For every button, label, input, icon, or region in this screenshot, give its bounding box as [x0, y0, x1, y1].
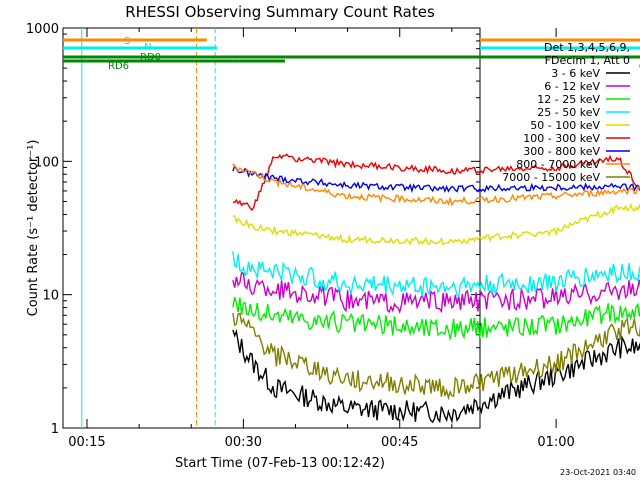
- legend-label: 800 - 7000 keV: [516, 158, 600, 171]
- series-line: [232, 202, 640, 246]
- plot-frame: [62, 27, 481, 429]
- footer-timestamp: 23-Oct-2021 03:40: [560, 468, 636, 477]
- series-line: [232, 163, 640, 207]
- y-axis-label: Count Rate (s⁻¹ detector⁻¹): [26, 140, 41, 317]
- plot-area: 110100100000:1500:3000:4501:0001:1501:30…: [26, 22, 640, 450]
- legend-label: 100 - 300 keV: [523, 132, 600, 145]
- x-tick-label: 00:30: [225, 435, 262, 450]
- legend-label: 7000 - 15000 keV: [502, 171, 600, 184]
- legend: Det 1,3,4,5,6,9, FDecim 1, Att 0 3 - 6 k…: [502, 41, 630, 184]
- legend-header-line-1: Det 1,3,4,5,6,9,: [544, 41, 630, 54]
- legend-label: 3 - 6 keV: [551, 67, 600, 80]
- x-tick-label: 00:45: [381, 435, 418, 450]
- y-tick-label: 1000: [26, 22, 59, 37]
- flag-label: RD6: [108, 61, 129, 72]
- series-line: [232, 312, 640, 401]
- x-axis-label: Start Time (07-Feb-13 00:12:42): [175, 456, 385, 471]
- flag-label: N: [144, 42, 151, 53]
- legend-label: 12 - 25 keV: [537, 93, 600, 106]
- series-line: [232, 271, 640, 315]
- series-line: [232, 251, 640, 298]
- legend-label: 25 - 50 keV: [537, 106, 600, 119]
- flag-label: RD0: [140, 52, 161, 63]
- y-tick-label: 100: [34, 155, 59, 170]
- legend-label: 6 - 12 keV: [544, 80, 600, 93]
- series-line: [232, 153, 640, 211]
- series-line: [232, 164, 640, 194]
- series-line: [232, 328, 640, 424]
- flag-label: S: [124, 36, 130, 47]
- x-tick-label: 01:00: [537, 435, 574, 450]
- series-line: [232, 296, 640, 342]
- y-tick-label: 10: [42, 289, 59, 304]
- chart-title: RHESSI Observing Summary Count Rates: [125, 3, 435, 21]
- legend-header-line-2: FDecim 1, Att 0: [545, 54, 630, 67]
- legend-label: 50 - 100 keV: [530, 119, 600, 132]
- legend-label: 300 - 800 keV: [523, 145, 600, 158]
- x-tick-label: 00:15: [68, 435, 105, 450]
- y-tick-label: 1: [51, 422, 59, 437]
